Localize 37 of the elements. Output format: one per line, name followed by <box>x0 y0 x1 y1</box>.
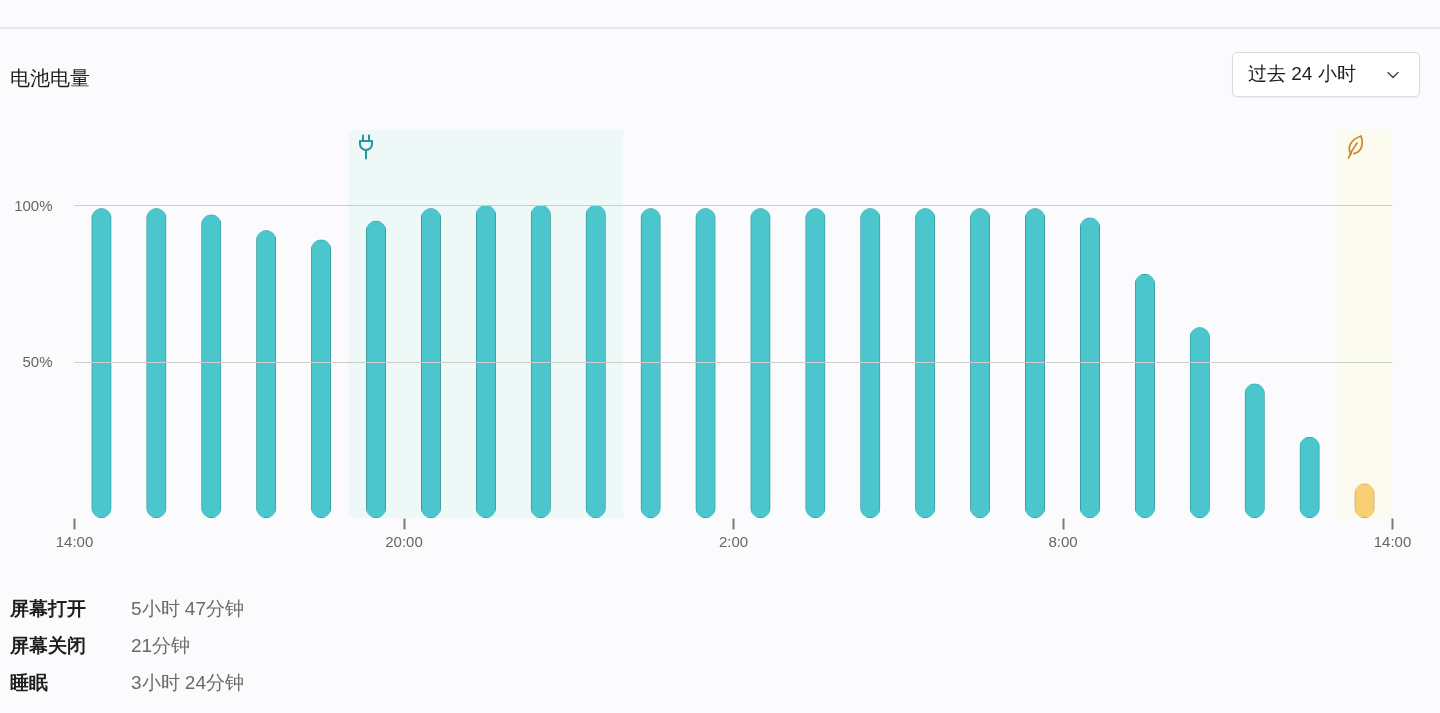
x-tick-label: 2:00 <box>718 532 749 550</box>
bar <box>1189 327 1210 518</box>
bar <box>915 208 936 518</box>
text: 屏幕打开 <box>10 596 87 621</box>
text: 睡眠 <box>10 670 49 695</box>
bar <box>1079 217 1100 518</box>
x-tick-label: 20:00 <box>385 532 423 550</box>
bar <box>201 214 222 518</box>
text: 5小时 47分钟 <box>131 596 244 621</box>
bar <box>695 208 716 518</box>
bar <box>585 205 606 518</box>
bar <box>860 208 881 518</box>
text: 屏幕关闭 <box>10 633 87 658</box>
chart-title: 电池电量 <box>10 66 90 91</box>
x-tick-label: 14:00 <box>55 532 94 550</box>
bar <box>1134 273 1155 518</box>
bar <box>970 208 991 518</box>
bar <box>420 208 441 518</box>
bar <box>146 208 167 518</box>
x-tick-label: 14:00 <box>1373 532 1412 550</box>
bar <box>475 205 496 518</box>
bar <box>311 239 332 518</box>
bar <box>366 220 387 518</box>
bar <box>256 230 277 518</box>
bar <box>750 208 771 518</box>
bar <box>1025 208 1046 518</box>
text: 3小时 24分钟 <box>131 670 244 695</box>
y-tick-label: 100% <box>14 196 53 214</box>
bar <box>640 208 661 518</box>
text: 21分钟 <box>131 633 191 658</box>
bar <box>530 205 551 518</box>
y-tick-label: 50% <box>22 353 53 371</box>
bar <box>91 208 112 518</box>
bar <box>805 208 826 518</box>
dropdown: 过去 24 小时 <box>1232 52 1420 97</box>
x-tick-label: 8:00 <box>1048 532 1078 550</box>
bar <box>1244 383 1265 518</box>
